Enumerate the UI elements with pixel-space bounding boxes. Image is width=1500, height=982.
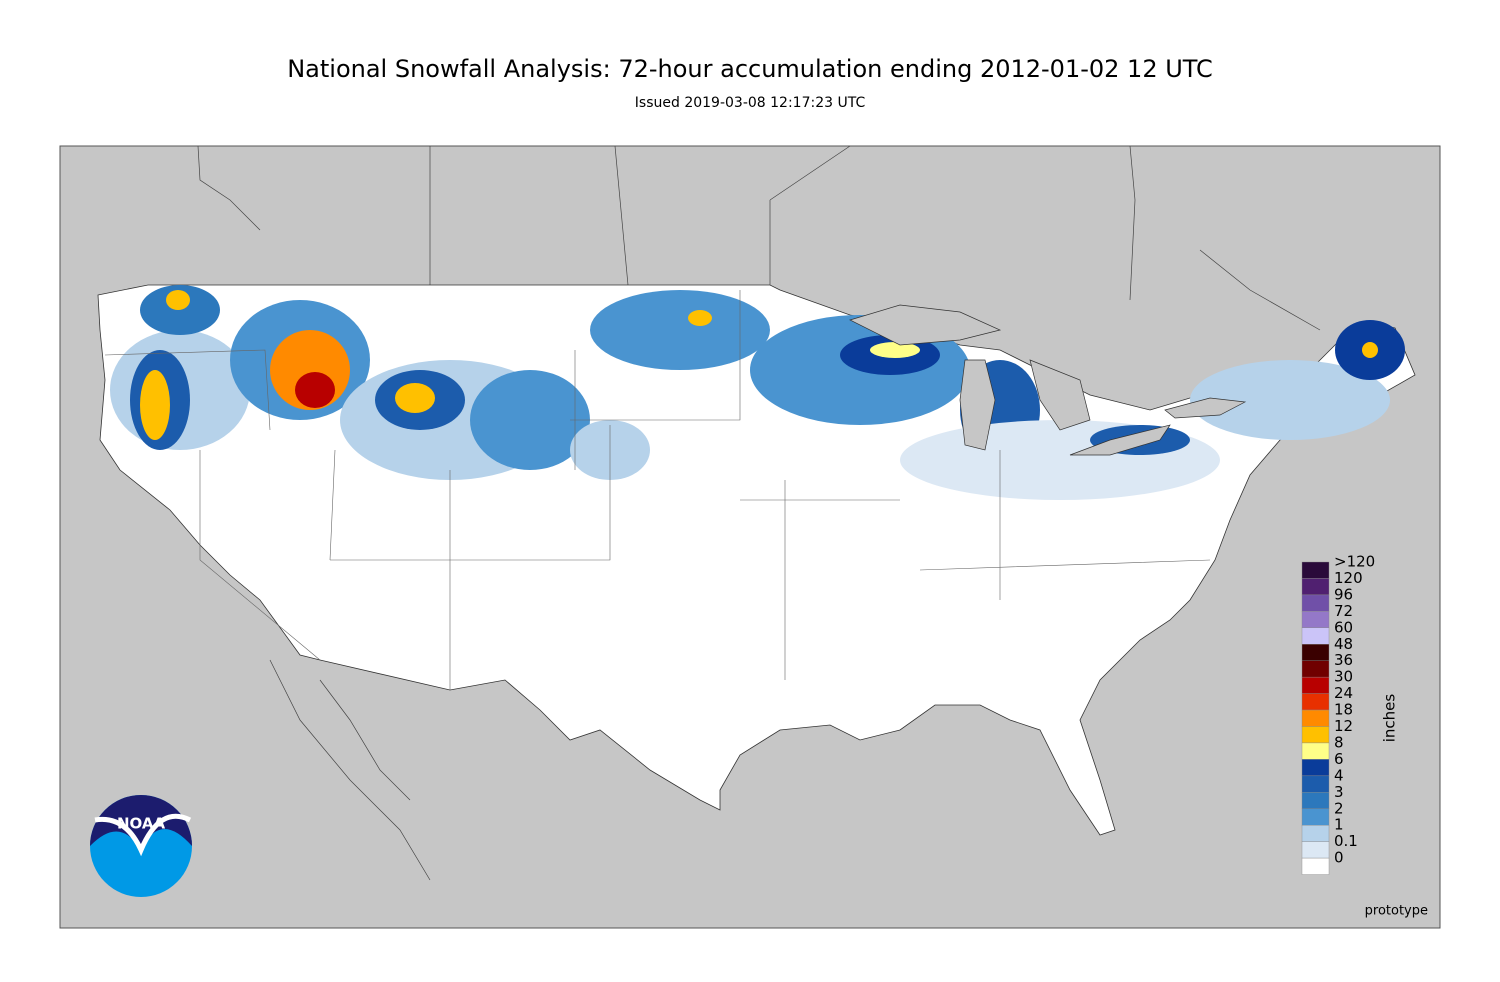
legend-label: 4	[1334, 766, 1344, 784]
legend-label: 36	[1334, 651, 1353, 669]
legend-swatch	[1301, 561, 1330, 579]
legend-swatch	[1301, 627, 1330, 645]
legend-label: 2	[1334, 799, 1344, 817]
great-lakes	[849, 304, 1247, 456]
legend-swatch	[1301, 841, 1330, 859]
legend-swatch	[1301, 759, 1330, 777]
legend-swatch	[1301, 660, 1330, 678]
logo-text: NOAA	[117, 815, 166, 833]
legend-label: 60	[1334, 618, 1353, 636]
legend-swatch	[1301, 825, 1330, 842]
legend-label: 96	[1334, 585, 1353, 603]
title: National Snowfall Analysis: 72-hour accu…	[287, 55, 1213, 83]
legend-swatch	[1301, 808, 1330, 826]
legend-swatch	[1301, 594, 1330, 612]
legend-label: 6	[1334, 750, 1344, 768]
legend-swatch	[1301, 792, 1330, 809]
legend-label: 3	[1334, 783, 1344, 801]
legend-swatch	[1301, 709, 1330, 727]
legend-swatch	[1301, 611, 1330, 628]
legend-label: 12	[1334, 717, 1353, 735]
subtitle: Issued 2019-03-08 12:17:23 UTC	[635, 95, 866, 111]
legend-swatch	[1301, 578, 1330, 596]
snow-areas	[110, 285, 1405, 500]
legend-label: 1	[1334, 816, 1344, 834]
legend-label: 8	[1334, 733, 1344, 751]
legend-label: 30	[1334, 668, 1353, 686]
legend-unit: inches	[1381, 694, 1399, 743]
noaa-logo: NOAA	[90, 795, 192, 897]
legend-label: 120	[1334, 569, 1363, 587]
land-borders	[197, 145, 1321, 881]
legend-label: 0	[1334, 849, 1344, 867]
legend-swatch	[1301, 775, 1330, 793]
state-borders	[104, 290, 1211, 690]
legend-label: 72	[1334, 602, 1353, 620]
legend-swatch	[1301, 857, 1330, 875]
legend-swatch	[1301, 742, 1330, 760]
legend-label: 18	[1334, 701, 1353, 719]
legend-swatch	[1301, 644, 1330, 661]
legend-label: >120	[1334, 553, 1375, 571]
prototype-note: prototype	[1365, 904, 1428, 919]
legend-swatch	[1301, 726, 1330, 744]
legend-label: 24	[1334, 684, 1353, 702]
legend-swatch	[1301, 693, 1330, 711]
legend-label: 48	[1334, 635, 1353, 653]
legend-swatch	[1301, 676, 1330, 694]
legend-label: 0.1	[1334, 832, 1358, 850]
